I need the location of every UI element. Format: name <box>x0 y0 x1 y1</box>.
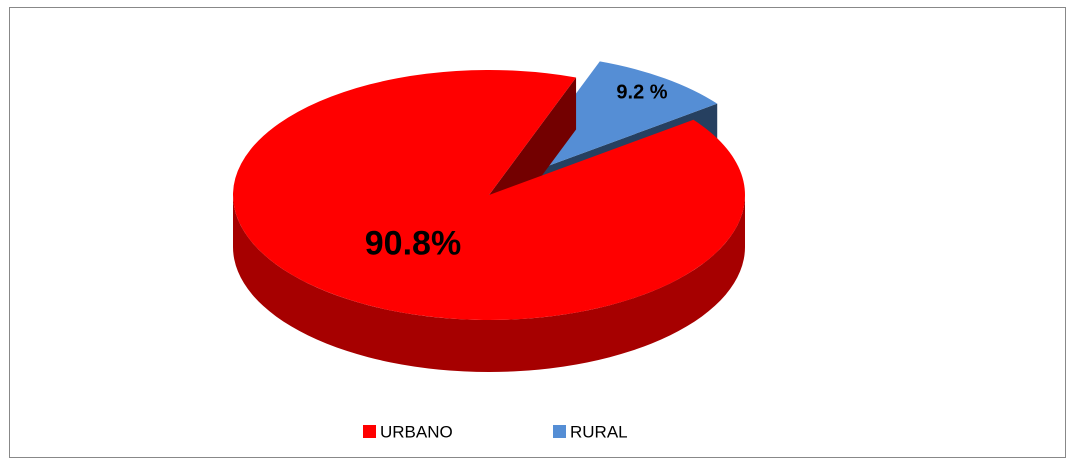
data-label: 9.2 % <box>616 82 667 104</box>
slice-wall <box>233 195 745 372</box>
slice <box>233 69 745 320</box>
legend-label: RURAL <box>570 422 628 441</box>
legend-swatch <box>363 425 376 438</box>
legend-label: URBANO <box>380 422 453 441</box>
data-label: 90.8% <box>365 224 461 262</box>
slice <box>512 61 718 179</box>
legend-swatch <box>553 425 566 438</box>
